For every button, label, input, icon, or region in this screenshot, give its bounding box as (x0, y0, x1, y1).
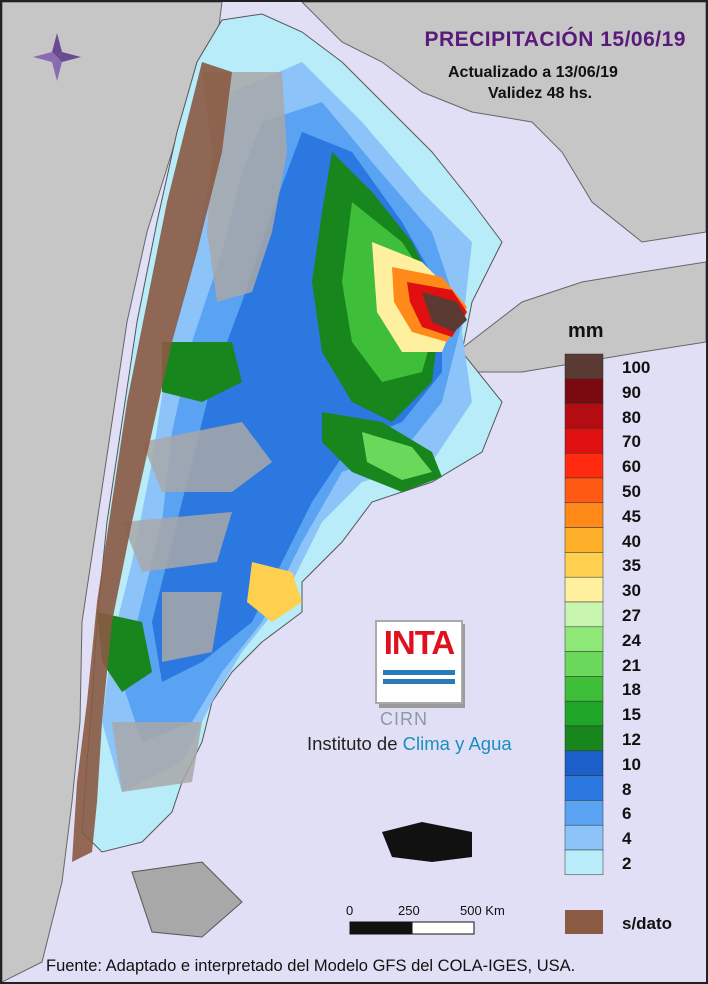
legend-swatch-4 (564, 824, 604, 851)
inta-logo-text: INTA (383, 624, 456, 661)
institute-emph: Clima y Agua (402, 733, 512, 754)
bolivia-paraguay-brazil (301, 2, 706, 243)
legend-swatch-45 (564, 502, 604, 528)
legend-label-2: 2 (622, 854, 632, 873)
legend-label-21: 21 (622, 655, 641, 675)
validity: Validez 48 hs. (488, 85, 593, 102)
relief-central-plateau (142, 422, 272, 492)
legend-swatch-60 (564, 452, 604, 479)
legend-swatch-6 (564, 800, 604, 826)
uruguay (456, 261, 706, 373)
legend-swatch-12 (564, 725, 604, 752)
legend-label-24: 24 (622, 630, 641, 650)
legend-label-45: 45 (622, 506, 641, 526)
scale-bar (349, 921, 475, 935)
legend-swatch-90 (564, 378, 604, 404)
legend-swatch-18 (564, 676, 604, 702)
legend-swatch-15 (564, 700, 604, 727)
legend-swatch-27 (564, 601, 604, 628)
legend-label-30: 30 (622, 581, 641, 601)
nodata-swatch (565, 910, 603, 934)
legend-swatch-24 (564, 626, 604, 652)
source-footer: Fuente: Adaptado e interpretado del Mode… (46, 957, 576, 975)
andes-no-data-band (72, 62, 232, 862)
institute-name: Instituto de Clima y Agua (307, 733, 512, 755)
legend-label-27: 27 (622, 606, 641, 625)
legend-label-80: 80 (622, 407, 641, 427)
legend-label-50: 50 (622, 482, 641, 501)
precip-band-south-inner (362, 432, 432, 480)
legend-label-100: 100 (622, 358, 651, 377)
map-title: PRECIPITACIÓN 15/06/19 (424, 28, 686, 51)
legend-label-35: 35 (622, 556, 641, 576)
legend-label-40: 40 (622, 531, 641, 551)
legend-swatch-8 (564, 775, 604, 801)
compass-rose-icon (33, 33, 81, 81)
legend-swatch-80 (564, 403, 604, 429)
legend-label-10: 10 (622, 754, 641, 774)
legend-swatch-21 (564, 651, 604, 677)
scale-tick-0: 0 (346, 903, 354, 918)
legend-label-8: 8 (622, 779, 632, 799)
legend-label-12: 12 (622, 730, 641, 749)
scale-tick-500: 500 Km (460, 903, 505, 918)
legend-label-60: 60 (622, 457, 641, 477)
legend-swatch-30 (564, 576, 604, 603)
legend-label-6: 6 (622, 804, 632, 824)
relief-patagonia-1 (122, 512, 232, 572)
legend-swatch-40 (564, 527, 604, 553)
legend-label-15: 15 (622, 705, 641, 725)
legend-label-4: 4 (622, 829, 632, 849)
relief-patagonia-3 (112, 722, 202, 792)
inta-logo: INTA (375, 620, 463, 704)
malvinas-islands (382, 822, 472, 862)
legend-swatch-2 (564, 849, 604, 876)
precip-west-cluster (162, 342, 242, 402)
tierra-del-fuego (131, 861, 243, 938)
legend-swatch-35 (564, 552, 604, 578)
legend-swatch-70 (564, 428, 604, 454)
scale-tick-250: 250 (398, 903, 420, 918)
legend-label-70: 70 (622, 432, 641, 452)
legend-label-90: 90 (622, 382, 641, 402)
precip-peninsula (247, 562, 302, 622)
nodata-label: s/dato (622, 914, 673, 933)
legend-swatch-10 (564, 750, 604, 776)
legend-label-18: 18 (622, 680, 641, 700)
inta-logo-bar (383, 670, 455, 675)
cirn-label: CIRN (380, 709, 428, 729)
precip-100mm (422, 292, 467, 332)
updated-date: Actualizado a 13/06/19 (448, 64, 618, 81)
inta-logo-bar (383, 679, 455, 684)
legend-swatch-50 (564, 477, 604, 504)
legend-swatch-100 (564, 353, 604, 380)
legend-color-bar (564, 353, 604, 876)
relief-patagonia-2 (162, 592, 222, 662)
legend-unit: mm (568, 320, 604, 342)
institute-prefix: Instituto de (307, 733, 403, 754)
